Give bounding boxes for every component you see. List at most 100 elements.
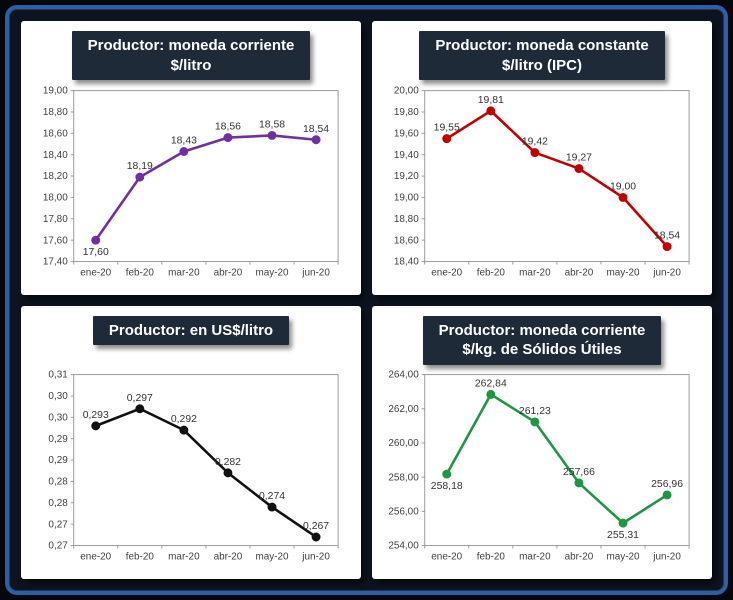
data-point-marker: [442, 469, 452, 479]
y-axis-label: 0,28: [48, 477, 68, 488]
data-point-label: 257,66: [563, 467, 595, 478]
chart-title-solidos-utiles: Productor: moneda corriente $/kg. de Sól…: [422, 315, 662, 365]
data-point-label: 18,19: [127, 161, 153, 172]
x-axis-label: mar-20: [168, 267, 200, 278]
data-point-marker: [91, 235, 101, 245]
data-point-label: 17,60: [83, 247, 109, 258]
data-point-marker: [311, 134, 321, 144]
x-axis-label: abr-20: [214, 551, 243, 562]
data-point-label: 19,00: [610, 181, 636, 192]
data-point-label: 256,96: [651, 479, 683, 490]
data-point-label: 262,84: [475, 378, 507, 389]
y-axis-label: 19,40: [394, 149, 419, 160]
y-axis-label: 19,20: [394, 171, 419, 182]
data-point-label: 19,55: [434, 122, 460, 133]
y-axis-label: 0,30: [48, 412, 68, 423]
plot-area: [424, 374, 690, 547]
y-axis-label: 0,31: [48, 370, 68, 381]
y-axis-label: 18,60: [43, 128, 68, 139]
data-point-label: 18,54: [303, 123, 329, 134]
line-chart-moneda-constante-ipc: 18,40 18,60 18,80 19,00 19,20 19,40 19,60 19,80…: [394, 85, 690, 278]
x-axis-label: ene-20: [431, 551, 462, 562]
y-axis-label: 18,40: [394, 256, 419, 267]
series-line: [445, 109, 669, 248]
x-axis-label: feb-20: [126, 551, 155, 562]
data-point-marker: [574, 163, 584, 173]
x-axis-label: jun-20: [652, 551, 681, 562]
data-point-label: 18,56: [215, 121, 241, 132]
y-axis-label: 19,00: [394, 192, 419, 203]
line-chart-usd-litro: 0,27 0,27 0,28 0,28 0,29 0,29 0,30 0,30 0,31 ene-…: [48, 370, 339, 562]
x-axis-label: ene-20: [80, 551, 111, 562]
x-axis-label: jun-20: [301, 551, 330, 562]
data-point-label: 261,23: [519, 406, 551, 417]
data-point-label: 18,54: [654, 230, 680, 241]
data-point-label: 18,58: [259, 119, 285, 130]
data-point-marker: [135, 404, 145, 414]
data-point-label: 19,42: [522, 136, 548, 147]
y-axis-label: 19,60: [394, 128, 419, 139]
x-axis-label: may-20: [606, 551, 640, 562]
data-point-marker: [530, 147, 540, 157]
x-axis-label: abr-20: [214, 267, 243, 278]
x-axis-label: jun-20: [301, 267, 330, 278]
data-point-marker: [223, 468, 233, 478]
data-point-marker: [179, 146, 189, 156]
data-point-label: 0,293: [83, 410, 109, 421]
dashboard-frame: Productor: moneda corriente $/litro 17,4…: [5, 5, 728, 595]
y-axis-label: 0,30: [48, 391, 68, 402]
data-point-marker: [223, 132, 233, 142]
x-axis-label: abr-20: [565, 267, 594, 278]
y-axis-label: 17,40: [43, 256, 68, 267]
data-point-label: 0,267: [303, 521, 329, 532]
y-axis-label: 18,80: [394, 213, 419, 224]
x-axis-label: feb-20: [126, 267, 155, 278]
y-axis-label: 18,80: [43, 107, 68, 118]
chart-title-moneda-constante-ipc: Productor: moneda constante $/litro (IPC…: [419, 31, 665, 80]
x-axis-label: ene-20: [431, 267, 462, 278]
x-axis-label: mar-20: [168, 551, 200, 562]
data-point-label: 0,274: [259, 491, 285, 502]
data-point-marker: [267, 130, 277, 140]
data-point-label: 19,81: [478, 94, 504, 105]
data-point-marker: [91, 421, 101, 431]
data-point-marker: [530, 417, 540, 427]
x-axis-label: ene-20: [80, 267, 111, 278]
x-axis-label: feb-20: [477, 551, 506, 562]
panel-moneda-corriente-litro: Productor: moneda corriente $/litro 17,4…: [21, 21, 361, 295]
y-axis-label: 18,00: [43, 192, 68, 203]
y-axis-label: 18,60: [394, 235, 419, 246]
data-point-marker: [311, 532, 321, 542]
plot-area: [73, 374, 339, 547]
panel-solidos-utiles: Productor: moneda corriente $/kg. de Sól…: [372, 305, 712, 579]
data-point-label: 0,282: [215, 457, 241, 468]
data-point-marker: [662, 241, 672, 251]
plot-area: [73, 89, 339, 262]
panel-usd-litro: Productor: en US$/litro 0,27 0,27 0,28 0,28…: [21, 305, 361, 579]
y-axis-label: 0,29: [48, 455, 68, 466]
y-axis-label: 18,40: [43, 149, 68, 160]
y-axis-label: 0,27: [48, 541, 68, 552]
data-point-marker: [618, 518, 628, 528]
x-axis-label: feb-20: [477, 267, 506, 278]
series-line: [94, 407, 318, 539]
y-axis-label: 264,00: [388, 370, 419, 381]
chart-title-usd-litro: Productor: en US$/litro: [92, 315, 290, 345]
y-axis-label: 0,27: [48, 519, 68, 530]
charts-grid: Productor: moneda corriente $/litro 17,4…: [21, 21, 712, 579]
x-axis-label: abr-20: [565, 551, 594, 562]
y-axis-label: 0,28: [48, 498, 68, 509]
data-point-marker: [135, 172, 145, 182]
y-axis-label: 17,60: [43, 235, 68, 246]
data-point-label: 0,292: [171, 414, 197, 425]
x-axis-label: mar-20: [519, 551, 551, 562]
data-point-marker: [442, 133, 452, 143]
data-point-label: 19,27: [566, 152, 592, 163]
data-point-label: 0,297: [127, 393, 153, 404]
data-point-marker: [179, 425, 189, 435]
data-point-marker: [662, 490, 672, 500]
panel-moneda-constante-ipc: Productor: moneda constante $/litro (IPC…: [372, 21, 712, 295]
y-axis-label: 18,20: [43, 171, 68, 182]
chart-title-moneda-corriente-litro: Productor: moneda corriente $/litro: [71, 31, 311, 80]
series-line: [94, 133, 318, 241]
